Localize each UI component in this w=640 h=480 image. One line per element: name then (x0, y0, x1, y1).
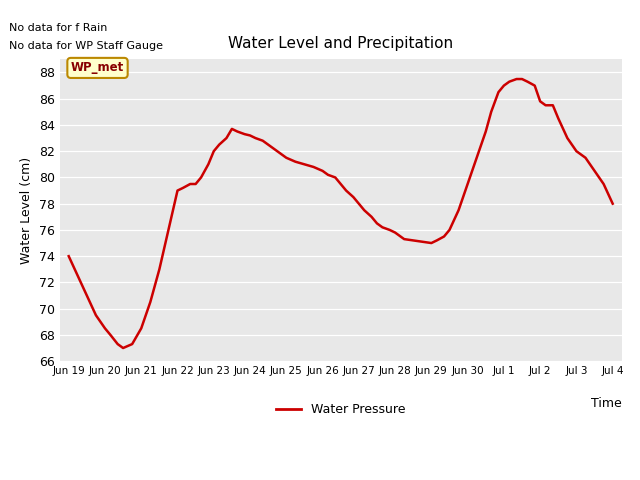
Text: Time: Time (591, 397, 621, 410)
Text: No data for f Rain: No data for f Rain (9, 23, 108, 33)
Title: Water Level and Precipitation: Water Level and Precipitation (228, 36, 453, 51)
Legend: Water Pressure: Water Pressure (271, 398, 410, 421)
Text: No data for WP Staff Gauge: No data for WP Staff Gauge (9, 41, 163, 51)
Text: WP_met: WP_met (71, 61, 124, 74)
Y-axis label: Water Level (cm): Water Level (cm) (20, 156, 33, 264)
